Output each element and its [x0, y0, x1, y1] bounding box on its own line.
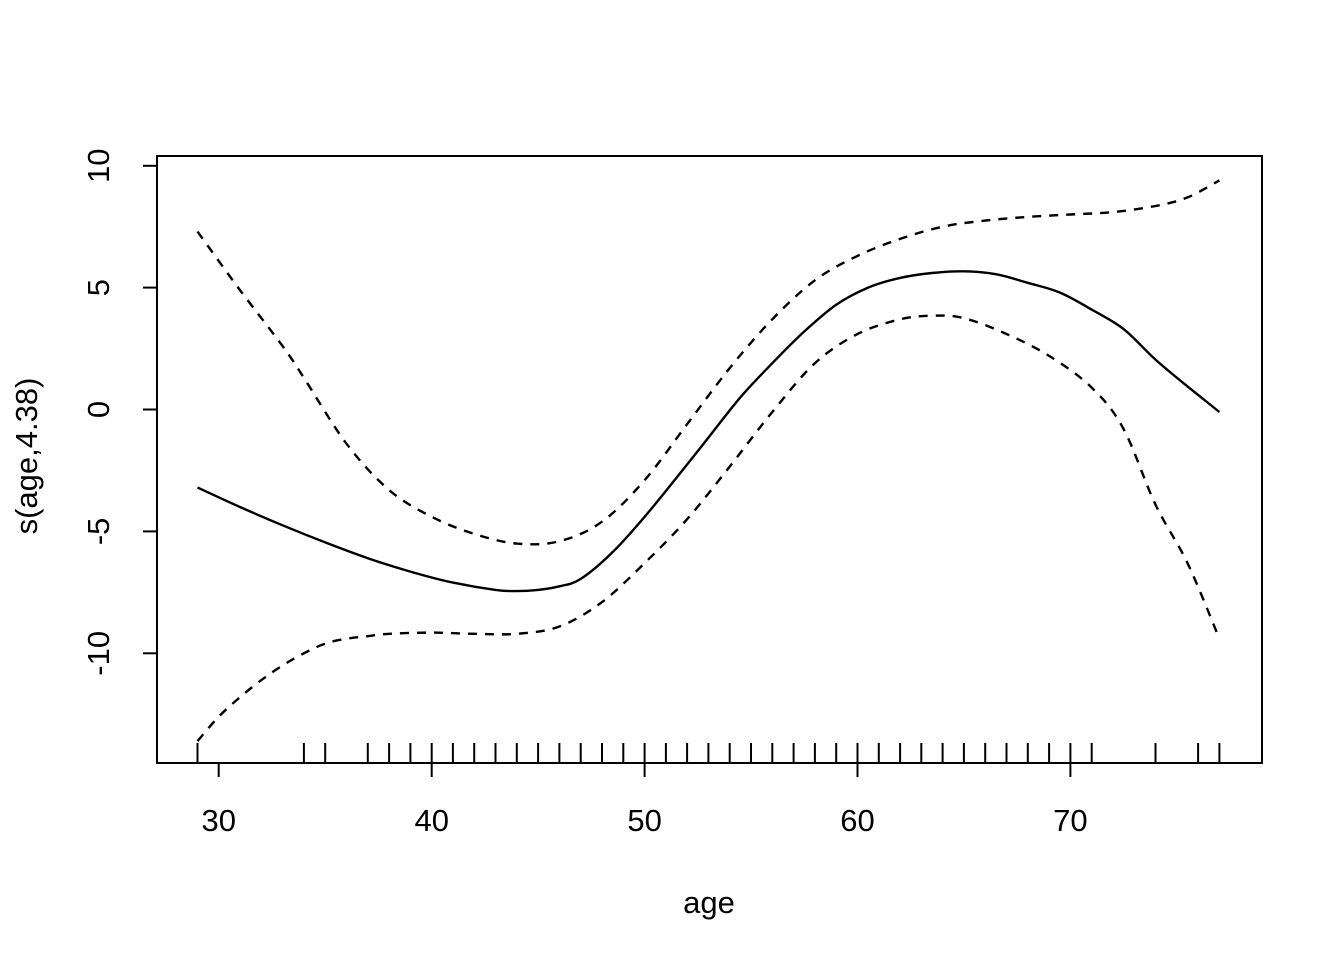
x-tick-label: 50 [627, 803, 661, 838]
plot-box [156, 155, 1263, 764]
x-axis-title: age [683, 885, 735, 920]
y-tick-label: -5 [81, 518, 116, 546]
y-tick-label: 5 [81, 279, 116, 296]
x-tick-label: 60 [840, 803, 874, 838]
y-tick-label: 10 [81, 149, 116, 183]
y-axis-title: s(age,4.38) [9, 378, 44, 535]
x-tick-label: 40 [414, 803, 448, 838]
y-tick-label: 0 [81, 401, 116, 418]
chart-generated-layer: 30 40 50 60 70 -10 -5 0 5 10 [81, 149, 1263, 838]
fit-line [196, 270, 1221, 593]
lower-ci-line [196, 314, 1221, 742]
x-tick-label: 30 [201, 803, 235, 838]
y-tick-label: -10 [81, 631, 116, 676]
x-tick-label: 70 [1053, 803, 1087, 838]
upper-ci-line [196, 179, 1220, 546]
